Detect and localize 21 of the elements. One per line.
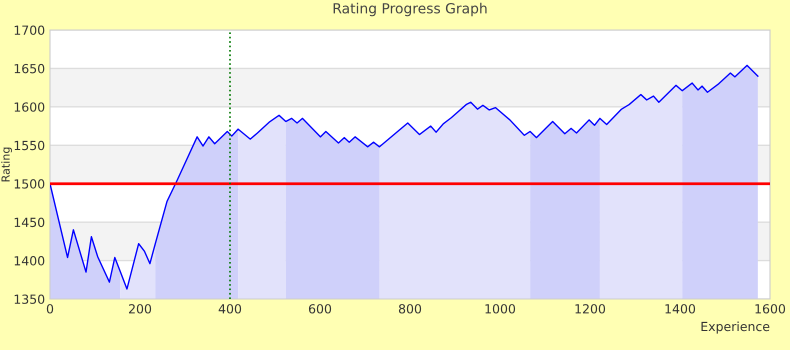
y-tick-label: 1450 (14, 218, 44, 228)
y-tick-label: 1400 (14, 256, 44, 266)
x-tick-label: 800 (398, 304, 422, 314)
y-tick-label: 1600 (14, 102, 44, 112)
chart-title: Rating Progress Graph (334, 2, 487, 16)
x-tick-label: 1600 (755, 304, 786, 314)
x-tick-label: 200 (128, 304, 152, 314)
y-tick-label: 1700 (14, 25, 44, 35)
y-tick-label: 1650 (14, 64, 44, 74)
x-tick-label: 0 (46, 304, 54, 314)
x-axis-title: Experience (702, 322, 770, 334)
x-tick-label: 400 (218, 304, 242, 314)
y-tick-label: 1550 (14, 140, 44, 150)
y-tick-label: 1350 (14, 294, 44, 304)
y-axis-title: Rating (1, 148, 12, 182)
x-tick-label: 1000 (485, 304, 516, 314)
x-tick-label: 600 (308, 304, 332, 314)
line-series (50, 64, 759, 290)
y-tick-label: 1500 (14, 179, 44, 189)
x-tick-label: 1400 (665, 304, 696, 314)
x-tick-label: 1200 (575, 304, 606, 314)
